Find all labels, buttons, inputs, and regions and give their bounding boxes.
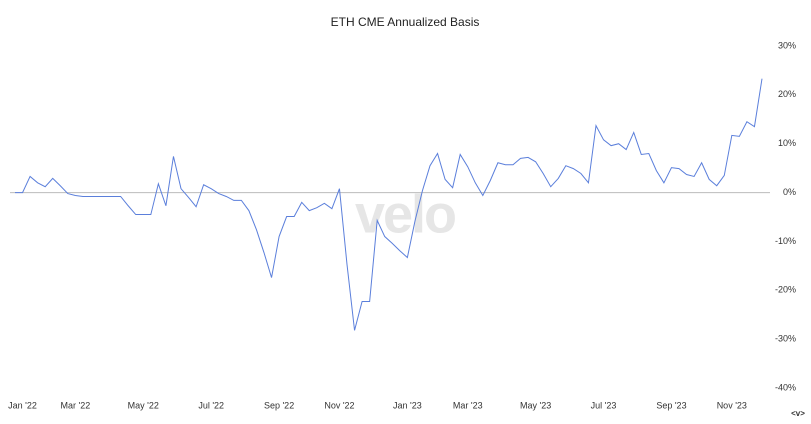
- y-tick-label: 0%: [783, 187, 796, 197]
- corner-icon[interactable]: <v>: [791, 409, 805, 418]
- x-tick-label: Mar '23: [453, 400, 483, 410]
- x-tick-label: Mar '22: [60, 400, 90, 410]
- x-tick-label: Jul '22: [198, 400, 224, 410]
- x-tick-label: May '23: [520, 400, 551, 410]
- x-tick-label: Sep '22: [264, 400, 294, 410]
- x-tick-label: Jan '22: [8, 400, 37, 410]
- chart-title: ETH CME Annualized Basis: [331, 15, 480, 29]
- watermark: velo: [355, 184, 455, 244]
- y-tick-label: -30%: [775, 334, 796, 344]
- x-tick-label: Nov '22: [324, 400, 354, 410]
- y-tick-label: 20%: [778, 89, 796, 99]
- y-tick-label: 30%: [778, 40, 796, 50]
- y-tick-label: -10%: [775, 236, 796, 246]
- line-series: [15, 78, 763, 331]
- y-tick-label: 10%: [778, 138, 796, 148]
- x-tick-label: May '22: [128, 400, 159, 410]
- x-tick-label: Jan '23: [393, 400, 422, 410]
- y-tick-label: -40%: [775, 382, 796, 392]
- x-tick-label: Jul '23: [591, 400, 617, 410]
- x-tick-label: Nov '23: [717, 400, 747, 410]
- x-tick-label: Sep '23: [656, 400, 686, 410]
- y-tick-label: -20%: [775, 285, 796, 295]
